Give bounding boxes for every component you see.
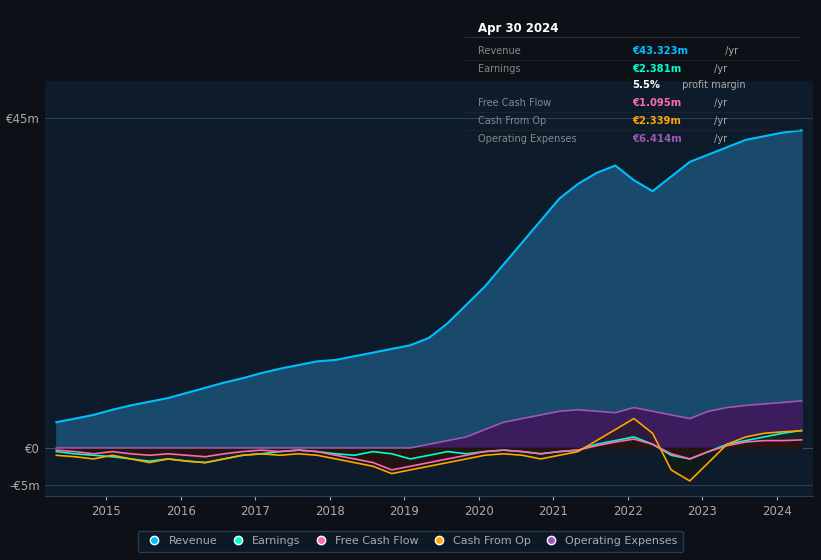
Text: €2.339m: €2.339m xyxy=(632,116,681,126)
Text: Revenue: Revenue xyxy=(479,46,521,55)
Text: €2.381m: €2.381m xyxy=(632,64,681,73)
Legend: Revenue, Earnings, Free Cash Flow, Cash From Op, Operating Expenses: Revenue, Earnings, Free Cash Flow, Cash … xyxy=(138,530,683,552)
Text: €6.414m: €6.414m xyxy=(632,134,682,144)
Text: profit margin: profit margin xyxy=(679,80,745,90)
Text: €43.323m: €43.323m xyxy=(632,46,689,55)
Text: Operating Expenses: Operating Expenses xyxy=(479,134,577,144)
Text: Earnings: Earnings xyxy=(479,64,521,73)
Text: Free Cash Flow: Free Cash Flow xyxy=(479,98,552,108)
Text: /yr: /yr xyxy=(722,46,738,55)
Text: /yr: /yr xyxy=(711,64,727,73)
Text: €1.095m: €1.095m xyxy=(632,98,681,108)
Text: /yr: /yr xyxy=(711,98,727,108)
Text: /yr: /yr xyxy=(711,116,727,126)
Text: Cash From Op: Cash From Op xyxy=(479,116,547,126)
Text: Apr 30 2024: Apr 30 2024 xyxy=(479,22,559,35)
Text: 5.5%: 5.5% xyxy=(632,80,661,90)
Text: /yr: /yr xyxy=(711,134,727,144)
